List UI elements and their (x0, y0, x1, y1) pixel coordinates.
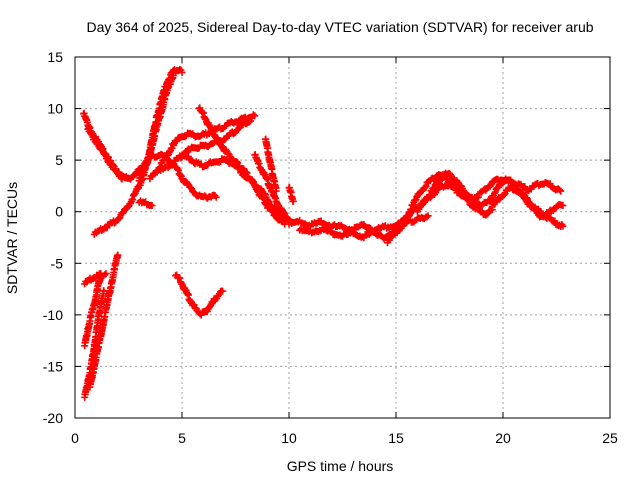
data-point (187, 183, 195, 191)
data-point (559, 202, 567, 210)
data-point (422, 182, 430, 190)
data-point (421, 184, 429, 192)
series-arc-19 (81, 272, 105, 350)
data-point (328, 227, 336, 235)
data-point (501, 190, 509, 198)
series-arc-17 (488, 182, 567, 221)
series-arc-7 (157, 117, 254, 174)
series-arc-4 (135, 72, 177, 185)
data-point (424, 212, 432, 220)
data-point (395, 226, 403, 234)
series-arc-14 (296, 212, 432, 243)
y-tick-label: 10 (47, 101, 63, 117)
y-tick-label: -5 (51, 255, 64, 271)
y-tick-label: 0 (55, 204, 63, 220)
data-points (80, 65, 567, 401)
data-point (121, 174, 129, 182)
x-tick-label: 0 (71, 430, 79, 446)
data-point (557, 187, 565, 195)
y-axis-label: SDTVAR / TECUs (4, 182, 20, 294)
series-arc-9 (195, 104, 289, 228)
data-point (178, 68, 186, 76)
data-point (233, 158, 241, 166)
y-tick-label: -15 (43, 358, 63, 374)
data-point (90, 134, 98, 142)
data-point (243, 169, 251, 177)
x-tick-label: 5 (178, 430, 186, 446)
data-point (234, 159, 242, 167)
data-point (289, 197, 297, 205)
data-point (251, 112, 259, 120)
data-point (148, 202, 156, 210)
data-point (114, 251, 122, 259)
data-point (234, 126, 242, 134)
data-point (268, 207, 276, 215)
series-arc-12 (285, 184, 297, 205)
data-point (122, 173, 130, 181)
data-point (101, 271, 109, 279)
series-arc-21 (86, 251, 122, 391)
series-arc-2 (84, 125, 130, 182)
data-point (119, 209, 127, 217)
series-arc-22 (172, 271, 227, 319)
data-point (219, 287, 227, 295)
data-point (245, 118, 253, 126)
y-tick-label: 5 (55, 152, 63, 168)
data-point (169, 160, 177, 168)
data-point (317, 217, 325, 225)
data-point (102, 270, 110, 278)
x-tick-label: 10 (281, 430, 297, 446)
x-tick-label: 25 (602, 430, 618, 446)
data-point (212, 193, 220, 201)
data-point (169, 72, 177, 80)
x-tick-label: 20 (495, 430, 511, 446)
data-point (115, 215, 123, 223)
series-arc-11 (261, 135, 280, 195)
y-tick-label: -10 (43, 307, 63, 323)
x-tick-label: 15 (388, 430, 404, 446)
data-point (242, 168, 250, 176)
y-tick-label: 15 (47, 49, 63, 65)
data-point (272, 187, 280, 195)
data-point (508, 182, 516, 190)
data-point (500, 191, 508, 199)
data-point (249, 111, 257, 119)
data-point (426, 191, 434, 199)
chart-title: Day 364 of 2025, Sidereal Day-to-day VTE… (86, 19, 593, 35)
grid-lines (75, 57, 610, 418)
data-point (551, 217, 559, 225)
series-arc-5 (135, 197, 156, 210)
data-point (555, 186, 563, 194)
x-axis-label: GPS time / hours (287, 458, 394, 474)
plot-frame (74, 56, 611, 419)
data-point (132, 169, 140, 177)
data-point (521, 183, 529, 191)
data-point (184, 152, 192, 160)
data-point (100, 287, 108, 295)
axis-ticks: 0 5 10 15 20 25 -20 -15 -10 -5 0 5 10 15 (43, 49, 618, 446)
data-point (246, 117, 254, 125)
data-point (483, 210, 491, 218)
data-point (559, 222, 567, 230)
y-tick-label: -20 (43, 410, 63, 426)
data-point (181, 133, 189, 141)
data-point (423, 213, 431, 221)
data-point (97, 272, 105, 280)
